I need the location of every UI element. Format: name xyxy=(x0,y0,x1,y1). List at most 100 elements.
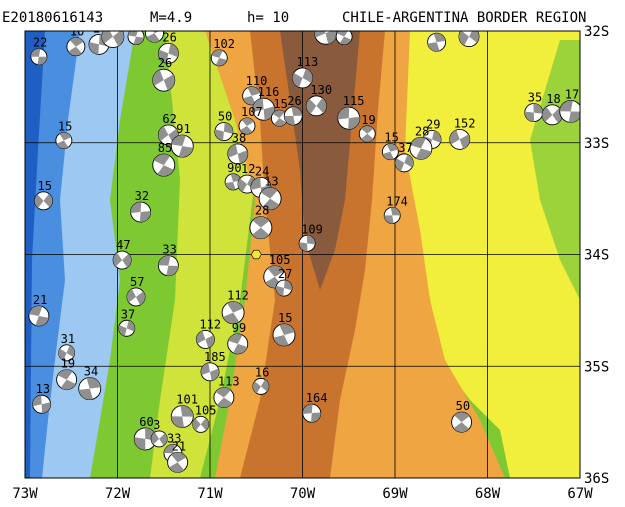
mechanism-label: 107 xyxy=(241,105,263,119)
compression-quadrant xyxy=(153,154,171,166)
compression-quadrant xyxy=(325,31,337,44)
compression-quadrant xyxy=(164,444,175,454)
mechanism-label: 109 xyxy=(301,222,323,236)
focal-mechanism: 155 xyxy=(101,31,125,49)
compression-quadrant xyxy=(35,315,49,326)
compression-quadrant xyxy=(168,43,179,58)
focal-mechanism: 50 xyxy=(451,399,473,433)
compression-quadrant xyxy=(274,118,287,127)
compression-quadrant xyxy=(178,146,194,158)
compression-quadrant xyxy=(29,305,43,316)
mechanism-label: 101 xyxy=(176,393,198,407)
focal-mechanism: 15 xyxy=(381,131,399,161)
compression-quadrant xyxy=(262,198,280,210)
event-id: E20180616143 xyxy=(2,10,103,26)
lon-tick-label: 69W xyxy=(382,486,408,502)
compression-quadrant xyxy=(215,57,227,66)
magnitude-label: M=4.9 xyxy=(150,10,192,26)
mechanism-label: 37 xyxy=(398,141,412,155)
compression-quadrant xyxy=(361,133,374,142)
focal-mechanism: 50 xyxy=(214,110,234,142)
focal-mechanism: 112 xyxy=(221,289,249,325)
compression-quadrant xyxy=(228,333,243,344)
compression-quadrant xyxy=(432,130,442,143)
mechanism-label: 110 xyxy=(246,74,268,88)
compression-quadrant xyxy=(263,106,275,121)
compression-quadrant xyxy=(171,452,187,463)
compression-quadrant xyxy=(196,330,206,344)
compression-quadrant xyxy=(112,31,124,47)
compression-quadrant xyxy=(223,312,240,324)
map-frame xyxy=(24,30,581,479)
focal-mechanism: 26 xyxy=(283,94,303,126)
mechanism-label: 26 xyxy=(287,94,301,108)
focal-mechanism: 116 xyxy=(252,85,279,121)
lon-tick-label: 68W xyxy=(475,486,501,502)
focal-mechanism: 110 xyxy=(242,74,268,106)
compression-quadrant xyxy=(171,416,184,428)
compression-quadrant xyxy=(404,154,414,168)
compression-quadrant xyxy=(314,31,326,38)
mechanism-label: 21 xyxy=(172,439,186,453)
compression-quadrant xyxy=(306,98,317,114)
compression-quadrant xyxy=(69,37,84,47)
compression-quadrant xyxy=(559,100,573,112)
compression-quadrant xyxy=(152,31,160,34)
mechanism-label: 62 xyxy=(162,112,176,126)
compression-quadrant xyxy=(337,107,350,120)
mechanism-label: 28 xyxy=(415,124,429,138)
compression-quadrant xyxy=(252,216,270,228)
compression-quadrant xyxy=(157,165,174,177)
mechanism-label: 34 xyxy=(84,365,98,379)
compression-quadrant xyxy=(205,335,215,348)
compression-quadrant xyxy=(292,72,303,88)
compression-quadrant xyxy=(302,404,313,414)
compression-quadrant xyxy=(43,193,53,208)
mechanism-label: 15 xyxy=(38,179,52,193)
compression-quadrant xyxy=(180,405,194,417)
mechanism-label: 32 xyxy=(135,189,149,203)
compression-quadrant xyxy=(252,98,264,113)
focal-mechanism: 105 xyxy=(192,403,216,433)
mechanism-label: 152 xyxy=(454,116,476,130)
focal-mechanism: 28 xyxy=(249,204,273,240)
mechanism-label: 21 xyxy=(33,293,47,307)
mechanism-label: 27 xyxy=(93,21,107,35)
focal-mechanism: 27 xyxy=(275,267,292,297)
compression-quadrant xyxy=(101,31,113,44)
mechanism-label: 19 xyxy=(61,357,75,371)
mechanism-label: 99 xyxy=(232,321,246,335)
compression-quadrant xyxy=(361,125,374,134)
compression-quadrant xyxy=(279,323,295,335)
lon-tick-label: 73W xyxy=(12,486,38,502)
mechanism-label: 22 xyxy=(33,36,47,50)
mechanism-label: 91 xyxy=(176,122,190,136)
compression-quadrant xyxy=(454,412,470,423)
compression-quadrant xyxy=(60,379,76,390)
compression-quadrant xyxy=(211,49,223,58)
compression-quadrant xyxy=(68,46,82,56)
mechanism-label: 29 xyxy=(426,117,440,131)
compression-quadrant xyxy=(200,363,210,376)
compression-quadrant xyxy=(250,177,261,190)
mechanism-label: 115 xyxy=(343,94,365,108)
compression-quadrant xyxy=(336,31,348,37)
focal-mechanism: 85 xyxy=(152,141,176,177)
mechanism-label: 18 xyxy=(546,92,560,106)
compression-quadrant xyxy=(225,181,236,190)
focal-mechanism: 131 xyxy=(427,31,452,52)
mechanism-label: 177 xyxy=(565,87,587,101)
focal-mechanism: 185 xyxy=(200,350,226,382)
compression-quadrant xyxy=(56,140,69,149)
compression-quadrant xyxy=(89,42,99,55)
compression-quadrant xyxy=(34,194,44,208)
compression-quadrant xyxy=(252,381,261,394)
mechanism-label: 112 xyxy=(199,317,221,331)
compression-quadrant xyxy=(58,348,67,361)
compression-quadrant xyxy=(240,125,253,134)
compression-quadrant xyxy=(134,437,146,450)
compression-quadrant xyxy=(469,31,479,43)
mechanism-label: 35 xyxy=(528,91,542,105)
focal-mechanism: 3 xyxy=(150,418,168,448)
mechanism-label: 50 xyxy=(456,399,470,413)
